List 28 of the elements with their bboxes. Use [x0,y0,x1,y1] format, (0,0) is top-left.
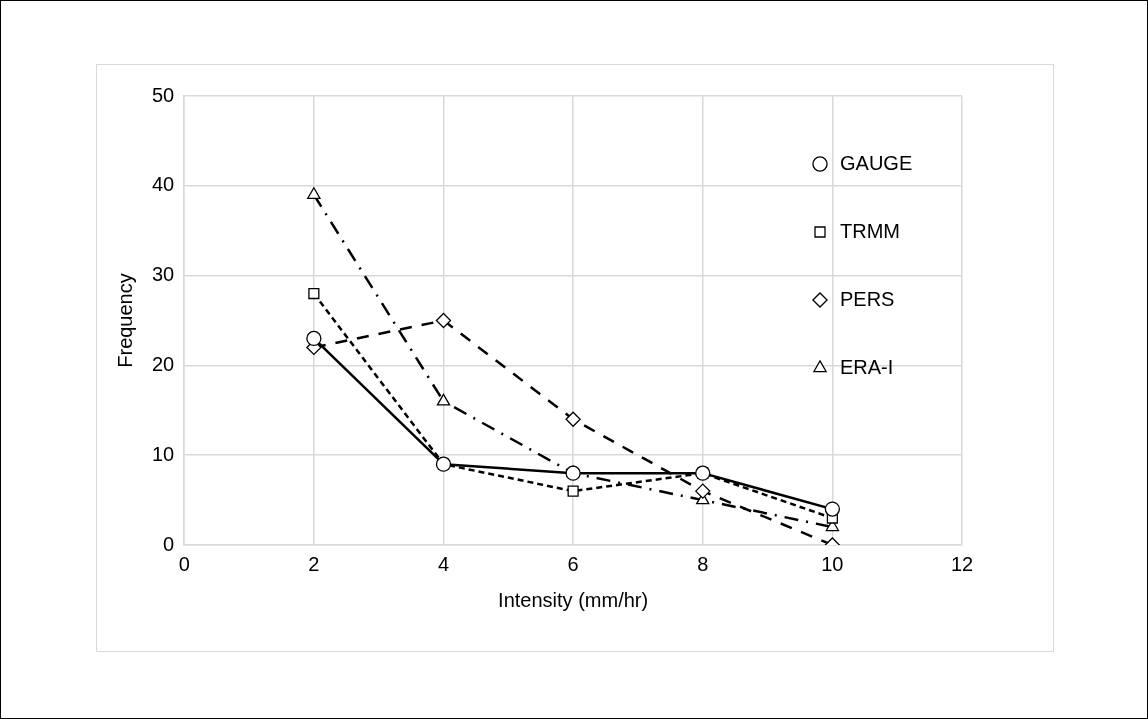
legend-label: ERA-I [840,355,894,378]
y-tick-label: 40 [152,173,175,196]
x-axis-title: Intensity (mm/hr) [498,588,649,611]
point [695,483,711,499]
x-tick-label: 6 [567,552,579,575]
y-tick-label: 20 [152,352,175,375]
y-tick-label: 30 [152,263,175,286]
x-tick-label: 2 [308,552,320,575]
legend-label: PERS [840,287,895,310]
legend-label: TRMM [840,219,900,242]
y-tick-label: 50 [152,83,175,106]
x-tick-label: 0 [178,552,190,575]
x-tick-label: 4 [437,552,450,575]
point [567,485,579,497]
point [435,312,452,329]
point [824,501,841,517]
y-axis-title: Frequency [113,273,136,368]
x-tick-label: 12 [950,552,974,575]
point [306,330,322,347]
y-tick-label: 0 [163,532,175,555]
legend-label: GAUGE [840,151,913,174]
point [308,287,320,300]
x-tick-label: 10 [821,552,844,575]
point [436,393,451,406]
point [565,411,581,427]
point [307,187,321,199]
y-tick-label: 10 [152,442,175,465]
x-tick-label: 8 [697,552,709,575]
